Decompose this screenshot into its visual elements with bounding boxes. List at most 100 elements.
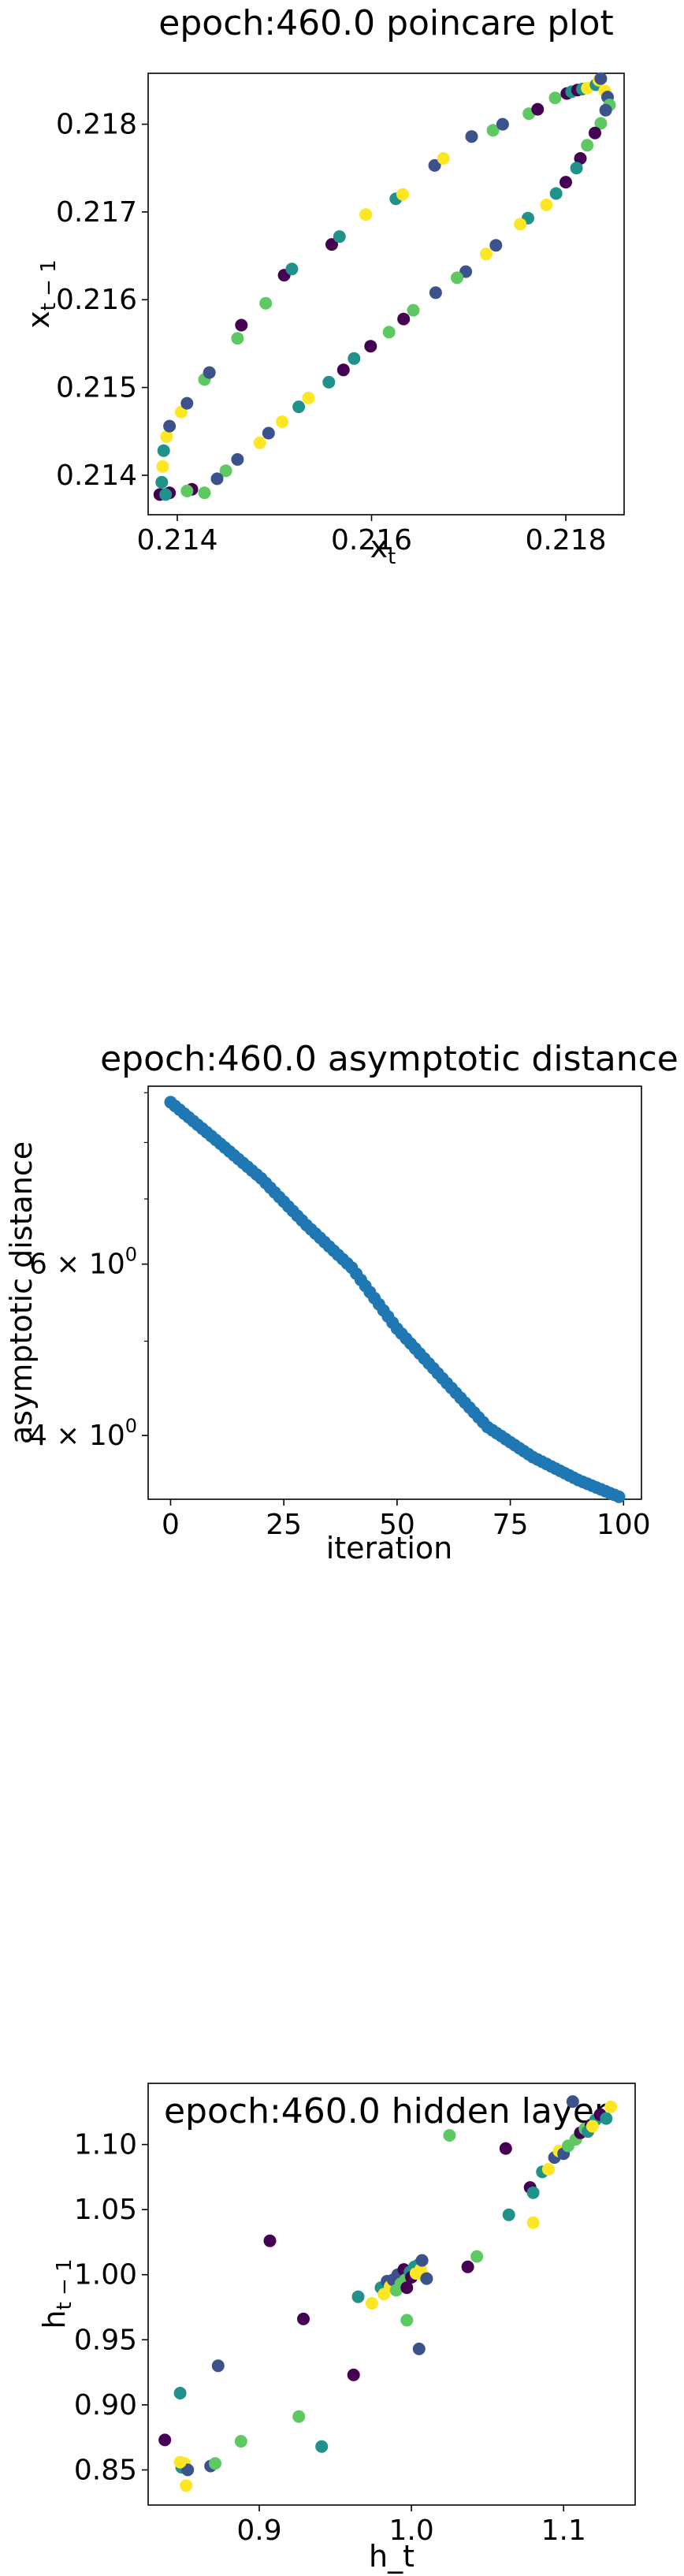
data-point xyxy=(359,208,373,221)
asymptotic-ylabel: asymptotic distance xyxy=(4,1141,39,1444)
data-point xyxy=(496,117,509,131)
hidden-layer-chart: epoch:460.0 hidden layer 0.9 1.0 1.1 0.85 0.… xyxy=(37,2083,636,2574)
data-point xyxy=(336,363,350,377)
data-point xyxy=(437,152,450,165)
hidden-ylabel: ht − 1 xyxy=(37,2258,76,2328)
hidden-plot-frame xyxy=(147,2083,636,2506)
data-point xyxy=(173,2455,187,2469)
data-point xyxy=(400,2314,414,2327)
asymptotic-title: epoch:460.0 asymptotic distance xyxy=(100,1039,678,1079)
data-point xyxy=(180,2479,193,2492)
data-point xyxy=(203,366,216,379)
y-tick-label: 0.215 xyxy=(56,372,137,404)
y-tick-label: 0.85 xyxy=(74,2454,137,2486)
data-point xyxy=(459,265,473,278)
x-tick-label: 0.216 xyxy=(331,524,412,557)
data-point xyxy=(315,2440,329,2453)
data-point xyxy=(158,2433,172,2447)
y-tick-label: 0.90 xyxy=(74,2389,137,2422)
data-point xyxy=(292,400,306,414)
y-tick-label: 1.10 xyxy=(74,2129,137,2161)
y-tick-label: 6 × 100 xyxy=(29,1244,137,1281)
data-point xyxy=(365,2297,378,2310)
data-point xyxy=(211,2359,225,2373)
data-point xyxy=(259,296,273,310)
poincare-plot-frame xyxy=(147,73,625,516)
asymptotic-plot-frame xyxy=(147,1085,642,1500)
data-point xyxy=(382,326,396,339)
asymptotic-xlabel: iteration xyxy=(326,1531,453,1565)
data-point xyxy=(559,176,572,189)
x-tick-label: 75 xyxy=(493,1509,529,1541)
data-point xyxy=(160,430,173,443)
data-point xyxy=(180,484,194,497)
x-tick-label: 0.218 xyxy=(526,524,607,557)
data-point xyxy=(480,248,493,261)
data-point xyxy=(163,419,177,433)
data-point xyxy=(600,2112,613,2125)
data-point xyxy=(263,2234,277,2247)
x-tick-label: 0.9 xyxy=(236,2515,281,2547)
data-point xyxy=(541,2163,555,2176)
data-point xyxy=(210,472,224,486)
data-point xyxy=(451,271,463,285)
x-tick-label: 1.0 xyxy=(388,2515,433,2547)
data-point xyxy=(465,130,478,143)
data-point xyxy=(599,103,612,117)
data-point xyxy=(581,139,594,152)
data-point xyxy=(322,375,336,389)
poincare-ylabel: xt − 1 xyxy=(21,259,61,329)
data-point xyxy=(589,126,601,140)
data-point xyxy=(415,2254,429,2267)
data-point xyxy=(604,2100,618,2113)
data-point xyxy=(400,2281,414,2295)
data-point xyxy=(231,452,244,466)
data-point xyxy=(514,218,527,231)
data-point xyxy=(566,2095,579,2109)
data-point xyxy=(364,340,377,353)
poincare-title: epoch:460.0 poincare plot xyxy=(158,3,613,43)
y-tick-label: 1.05 xyxy=(74,2194,137,2226)
data-point xyxy=(181,2463,195,2477)
data-point xyxy=(219,464,232,478)
data-point xyxy=(585,2120,599,2133)
data-point xyxy=(412,2342,426,2355)
data-point xyxy=(429,286,442,300)
data-point xyxy=(461,2260,474,2273)
data-point xyxy=(428,158,441,172)
x-tick-label: 0 xyxy=(162,1509,180,1541)
y-tick-label: 0.214 xyxy=(56,460,137,492)
data-point xyxy=(180,396,194,410)
data-point xyxy=(407,303,420,317)
x-tick-label: 1.1 xyxy=(541,2515,586,2547)
data-point xyxy=(526,2216,540,2229)
data-point xyxy=(526,2186,540,2199)
data-point xyxy=(489,239,503,252)
data-point xyxy=(159,488,173,501)
data-point xyxy=(285,262,299,276)
data-point xyxy=(570,162,583,175)
data-point xyxy=(540,199,553,211)
asymptotic-points xyxy=(164,1096,626,1503)
data-point xyxy=(470,2250,484,2263)
data-point xyxy=(612,1490,626,1503)
hidden-title: epoch:460.0 hidden layer xyxy=(164,2091,609,2131)
poincare-chart: epoch:460.0 poincare plot 0.214 0.216 0.21… xyxy=(21,3,625,569)
asymptotic-distance-chart: epoch:460.0 asymptotic distance 0 25 50 75 1… xyxy=(4,1039,678,1565)
data-point xyxy=(209,2457,221,2470)
data-point xyxy=(276,415,289,428)
data-point xyxy=(156,460,169,473)
x-tick-label: 25 xyxy=(266,1509,302,1541)
y-tick-label: 0.95 xyxy=(74,2324,137,2356)
data-point xyxy=(548,91,562,105)
data-point xyxy=(351,2290,365,2303)
hidden-xlabel: h_t xyxy=(369,2539,414,2574)
data-point xyxy=(231,332,244,345)
data-point xyxy=(234,2435,247,2448)
data-point xyxy=(333,230,346,244)
y-tick-label: 4 × 100 xyxy=(29,1415,137,1452)
x-tick-label: 100 xyxy=(597,1509,651,1541)
data-point xyxy=(594,117,608,130)
data-point xyxy=(173,2387,187,2399)
